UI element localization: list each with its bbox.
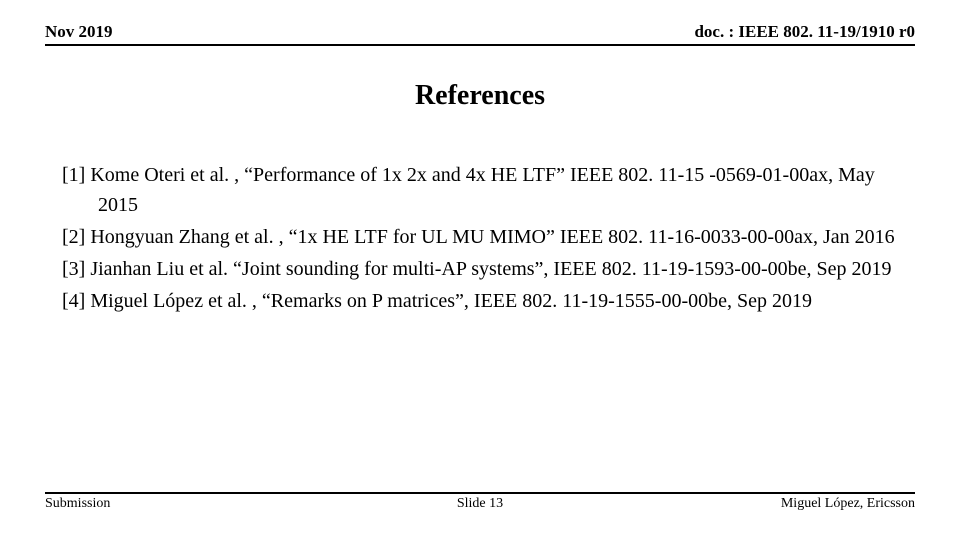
reference-item: [3] Jianhan Liu et al. “Joint sounding f… — [62, 254, 898, 284]
page-title: References — [0, 80, 960, 112]
header-doc-id: doc. : IEEE 802. 11-19/1910 r0 — [694, 22, 915, 42]
reference-item: [2] Hongyuan Zhang et al. , “1x HE LTF f… — [62, 222, 898, 252]
header-date: Nov 2019 — [45, 22, 113, 42]
references-list: [1] Kome Oteri et al. , “Performance of … — [62, 160, 898, 318]
footer: Submission Slide 13 Miguel López, Ericss… — [45, 492, 915, 512]
footer-author: Miguel López, Ericsson — [781, 496, 915, 512]
reference-item: [1] Kome Oteri et al. , “Performance of … — [62, 160, 898, 220]
reference-item: [4] Miguel López et al. , “Remarks on P … — [62, 286, 898, 316]
header: Nov 2019 doc. : IEEE 802. 11-19/1910 r0 — [45, 22, 915, 46]
footer-submission: Submission — [45, 496, 110, 512]
footer-slide-number: Slide 13 — [457, 496, 503, 512]
